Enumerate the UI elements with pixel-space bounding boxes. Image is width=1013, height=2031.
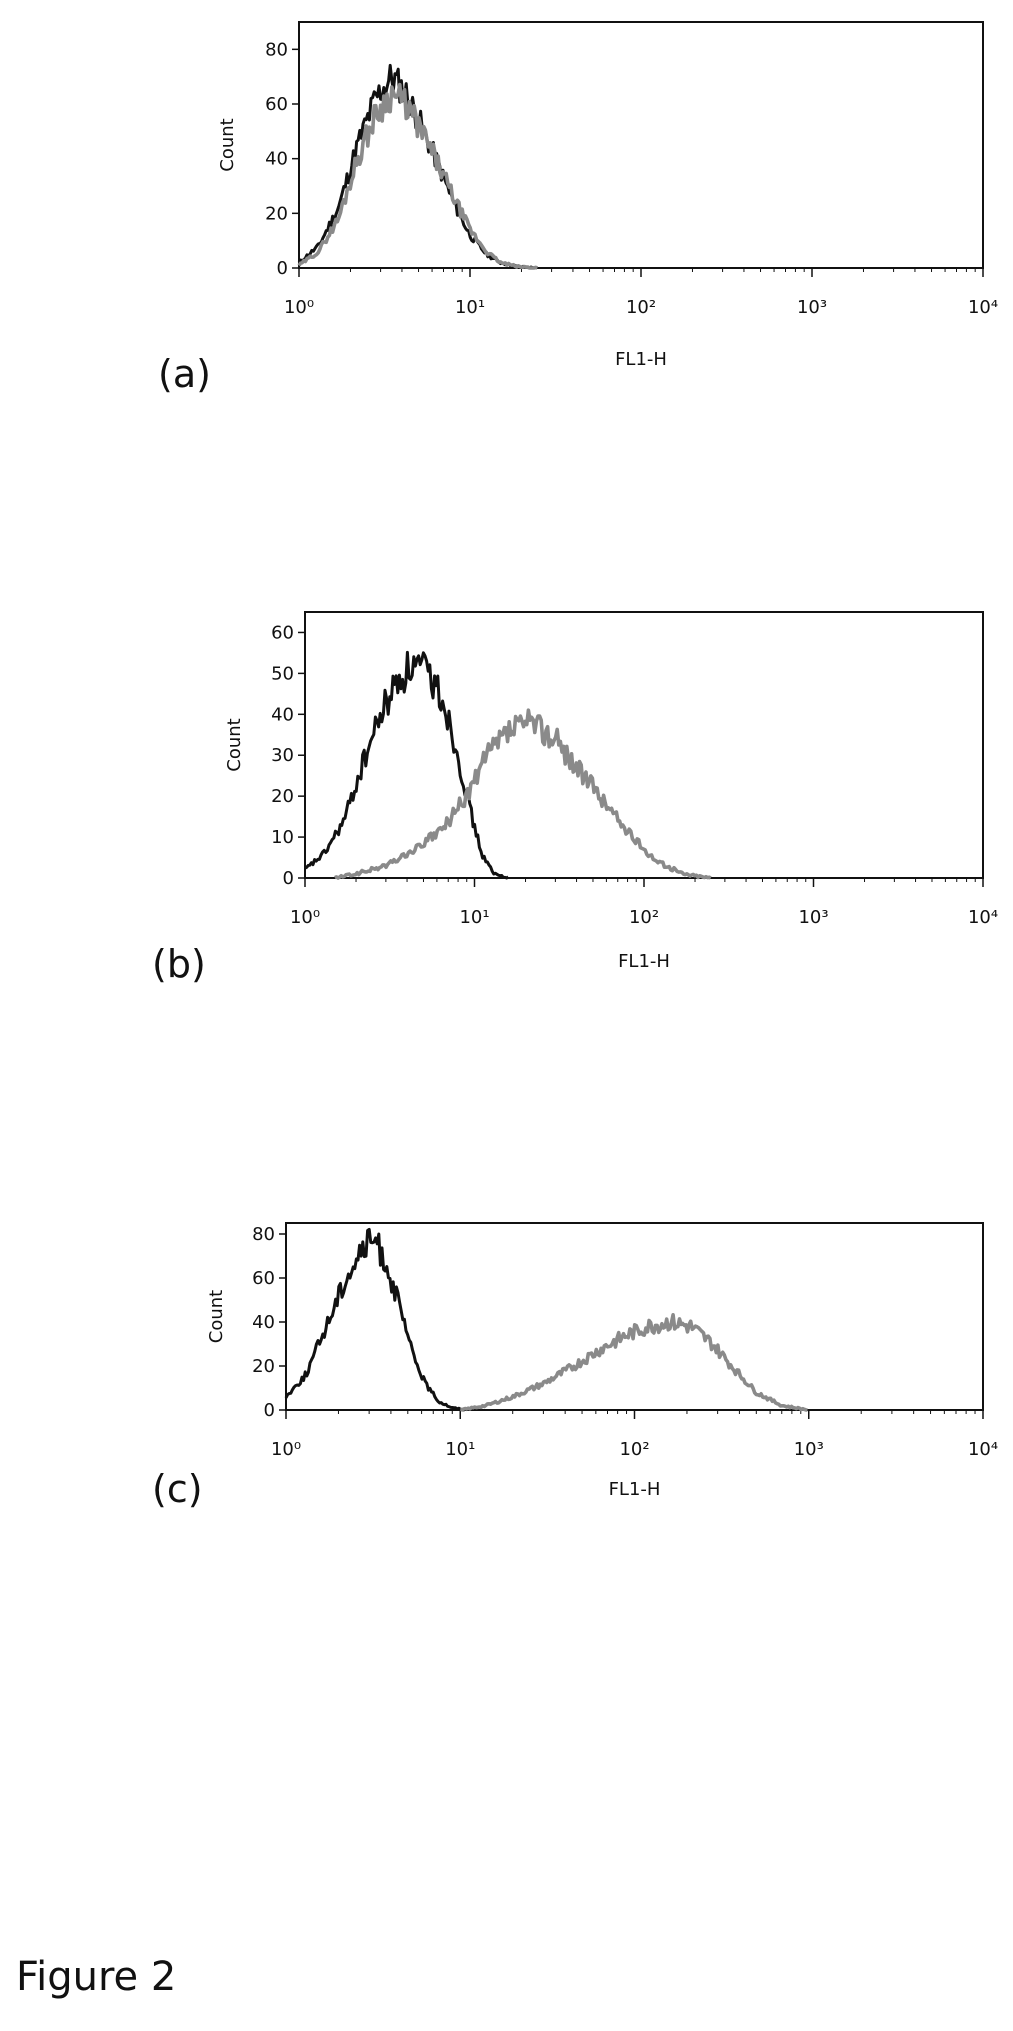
y-tick-label: 0: [277, 258, 288, 279]
x-tick-label: 10¹: [445, 1439, 475, 1460]
y-tick-label: 40: [271, 704, 294, 725]
x-tick-label: 10⁴: [968, 1439, 998, 1460]
figure-caption: Figure 2: [16, 1954, 176, 2000]
histogram-series-sample: [334, 708, 712, 880]
x-tick-label: 10²: [629, 907, 659, 928]
y-tick-label: 50: [271, 663, 294, 684]
y-tick-label: 60: [252, 1268, 275, 1289]
x-tick-label: 10³: [798, 907, 828, 928]
x-axis-label: FL1-H: [618, 951, 670, 972]
y-tick-label: 40: [265, 149, 288, 170]
x-tick-label: 10⁰: [290, 907, 320, 928]
y-tick-label: 60: [265, 94, 288, 115]
x-tick-label: 10³: [797, 297, 827, 318]
panel-label: (c): [152, 1467, 203, 1511]
histogram-series-sample: [297, 82, 539, 270]
x-axis-label: FL1-H: [609, 1479, 661, 1500]
chart-panel: 0 10 20 30 40 50 60 10⁰ 10¹ 10² 10³ 10⁴ FL1-H Count (b…: [152, 611, 998, 986]
x-tick-label: 10⁴: [968, 907, 998, 928]
y-axis-label: Count: [206, 1290, 227, 1343]
x-tick-label: 10³: [794, 1439, 824, 1460]
histogram-series-control: [284, 1227, 468, 1412]
plot-frame: [285, 1222, 984, 1411]
y-tick-label: 10: [271, 827, 294, 848]
plot-frame: [298, 21, 984, 269]
x-tick-label: 10²: [626, 297, 656, 318]
chart-panel: 0 20 40 60 80 10⁰ 10¹ 10² 10³ 10⁴ FL1-H Count (a): [158, 21, 998, 396]
histogram-series-sample: [460, 1313, 808, 1412]
histogram-series-control: [304, 650, 510, 880]
y-tick-label: 80: [252, 1224, 275, 1245]
y-tick-label: 40: [252, 1312, 275, 1333]
y-tick-label: 0: [283, 868, 294, 889]
y-tick-label: 30: [271, 745, 294, 766]
y-tick-label: 20: [265, 203, 288, 224]
x-axis-label: FL1-H: [615, 349, 667, 370]
y-tick-label: 20: [271, 786, 294, 807]
histogram-series-control: [297, 63, 539, 270]
panels-group: 0 20 40 60 80 10⁰ 10¹ 10² 10³ 10⁴ FL1-H Count (a) 0 10…: [152, 21, 998, 1511]
x-tick-label: 10⁰: [284, 297, 314, 318]
x-tick-label: 10⁴: [968, 297, 998, 318]
y-tick-label: 0: [264, 1400, 275, 1421]
y-axis-label: Count: [217, 118, 238, 171]
chart-panel: 0 20 40 60 80 10⁰ 10¹ 10² 10³ 10⁴ FL1-H Count (c): [152, 1222, 998, 1511]
x-tick-label: 10⁰: [271, 1439, 301, 1460]
panel-label: (b): [152, 942, 206, 986]
x-tick-label: 10¹: [459, 907, 489, 928]
panel-label: (a): [158, 352, 211, 396]
x-tick-label: 10¹: [455, 297, 485, 318]
x-tick-label: 10²: [619, 1439, 649, 1460]
y-tick-label: 80: [265, 39, 288, 60]
y-tick-label: 20: [252, 1356, 275, 1377]
y-axis-label: Count: [224, 718, 245, 771]
y-tick-label: 60: [271, 622, 294, 643]
